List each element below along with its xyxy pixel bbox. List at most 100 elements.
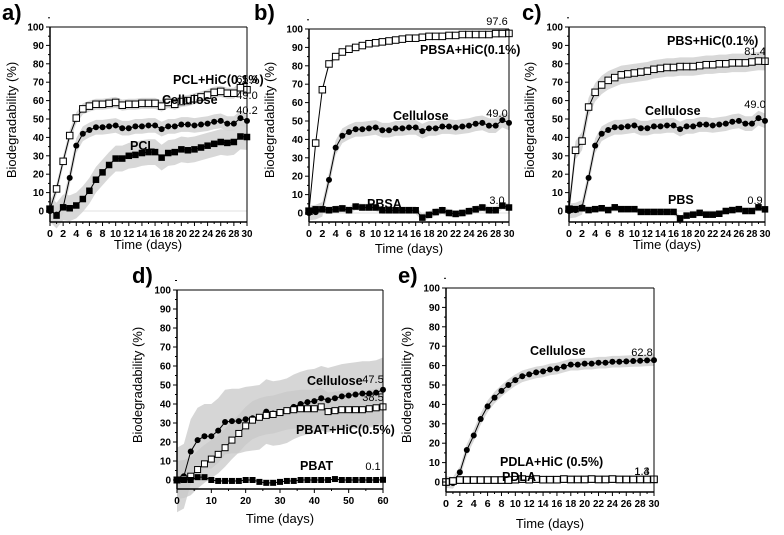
- data-point: [432, 125, 439, 132]
- data-point: [702, 211, 710, 218]
- data-point: [118, 101, 126, 109]
- data-point: [72, 114, 81, 122]
- y-tick-label: 90: [160, 305, 172, 316]
- data-point: [85, 102, 94, 110]
- data-point: [235, 477, 242, 484]
- data-point: [597, 81, 606, 89]
- data-point: [418, 33, 427, 42]
- data-point: [486, 122, 492, 129]
- y-tick-label: 60: [429, 361, 441, 372]
- data-point: [419, 128, 426, 135]
- x-tick-label: 30: [242, 229, 253, 240]
- y-tick-label: 90: [33, 41, 45, 52]
- data-point: [255, 413, 263, 421]
- data-point: [728, 59, 737, 67]
- data-point: [572, 205, 579, 213]
- data-point: [748, 120, 755, 127]
- data-point: [452, 124, 459, 131]
- y-axis-title: Biodegradability (%): [399, 327, 414, 443]
- data-point: [378, 38, 387, 46]
- data-point: [290, 406, 298, 414]
- y-tick-label: 70: [33, 78, 45, 89]
- x-tick-label: 28: [746, 229, 757, 240]
- data-point: [729, 206, 736, 214]
- x-tick-label: 12: [384, 229, 395, 240]
- x-tick-label: 10: [370, 229, 381, 240]
- data-point: [477, 415, 484, 422]
- series-markers-1: [566, 115, 768, 214]
- y-tick-label: 40: [552, 133, 564, 144]
- data-point: [303, 405, 311, 413]
- y-tick-label: 100: [423, 284, 440, 295]
- x-tick-label: 30: [504, 229, 515, 240]
- data-point: [359, 390, 366, 397]
- data-point: [716, 121, 723, 128]
- x-tick-label: 4: [592, 229, 598, 240]
- data-point: [297, 405, 305, 413]
- x-tick-label: 28: [228, 229, 239, 240]
- data-point: [92, 176, 100, 183]
- data-point: [59, 204, 67, 211]
- data-point: [585, 206, 592, 214]
- end-value-label: 47.5: [362, 374, 383, 386]
- x-tick-label: 16: [410, 229, 421, 240]
- x-axis-title: Time (days): [633, 237, 701, 252]
- data-point: [609, 358, 616, 365]
- series-label: PCL: [130, 139, 155, 153]
- data-point: [165, 123, 172, 130]
- data-point: [119, 125, 126, 132]
- x-tick-label: 26: [733, 229, 744, 240]
- data-point: [214, 450, 222, 458]
- data-point: [352, 477, 359, 483]
- data-point: [338, 477, 345, 483]
- data-point: [311, 477, 318, 483]
- data-point: [151, 148, 159, 156]
- x-tick-label: 24: [720, 229, 731, 240]
- data-point: [331, 476, 338, 483]
- y-tick-label: 0: [297, 209, 303, 220]
- y-tick-label: 30: [552, 151, 564, 162]
- x-tick-label: 0: [174, 496, 180, 507]
- x-tick-label: 0: [566, 229, 572, 240]
- panel-letter: e): [398, 263, 418, 288]
- x-tick-label: 28: [635, 499, 646, 510]
- data-point: [656, 64, 665, 73]
- data-point: [217, 138, 224, 146]
- y-tick-label: 10: [160, 457, 172, 468]
- data-point: [469, 476, 478, 484]
- data-point: [304, 399, 311, 406]
- data-point: [553, 365, 560, 372]
- data-point: [222, 477, 229, 484]
- data-point: [197, 144, 205, 151]
- data-point: [663, 208, 671, 216]
- end-value-label: 49.0: [486, 108, 507, 120]
- x-tick-label: 16: [668, 229, 679, 240]
- x-tick-label: 10: [629, 229, 640, 240]
- data-point: [208, 477, 215, 483]
- data-point: [451, 31, 460, 40]
- data-point: [595, 359, 602, 366]
- data-point: [138, 123, 145, 130]
- data-point: [491, 394, 498, 401]
- data-point: [207, 455, 215, 463]
- data-point: [490, 476, 499, 484]
- data-point: [676, 62, 684, 71]
- data-point: [208, 433, 215, 440]
- data-point: [657, 208, 664, 216]
- x-axis-title: Time (days): [114, 237, 182, 252]
- data-point: [263, 479, 270, 486]
- data-point: [66, 174, 73, 181]
- data-point: [318, 85, 327, 94]
- data-point: [478, 30, 487, 39]
- data-point: [371, 39, 380, 47]
- series-label: PBS: [668, 193, 694, 207]
- data-point: [204, 120, 211, 127]
- data-point: [144, 99, 153, 108]
- data-point: [379, 127, 386, 134]
- data-point: [92, 124, 99, 131]
- data-point: [200, 460, 208, 468]
- data-point: [338, 393, 345, 400]
- y-tick-label: 50: [429, 381, 441, 392]
